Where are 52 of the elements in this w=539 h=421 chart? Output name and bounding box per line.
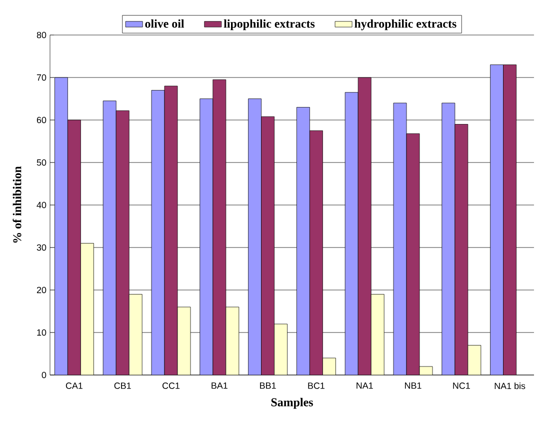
x-tick-label: NA1 <box>356 382 373 389</box>
bar <box>322 358 336 375</box>
bar <box>177 306 191 375</box>
x-tick-label: BA1 <box>212 382 228 389</box>
x-tick-label: CA1 <box>66 382 82 389</box>
bar <box>274 324 288 375</box>
bar <box>80 243 94 375</box>
bar <box>490 64 504 375</box>
bar <box>128 294 142 375</box>
bar <box>164 86 178 375</box>
y-tick-label: 60 <box>36 116 46 124</box>
bar <box>454 124 468 375</box>
y-tick-label: 50 <box>36 159 46 166</box>
bar <box>344 92 358 375</box>
y-tick-label: 30 <box>36 244 46 251</box>
bar <box>261 116 274 375</box>
bar <box>68 120 81 375</box>
y-tick-label: 40 <box>36 202 46 208</box>
y-tick-label: 20 <box>36 286 46 294</box>
y-axis-title: % of inhibition <box>12 166 22 243</box>
bar <box>358 77 372 375</box>
bar <box>226 306 240 375</box>
x-tick-label: BB1 <box>260 382 276 389</box>
y-tick-label: 0 <box>42 372 46 378</box>
bar <box>248 98 262 375</box>
bar <box>370 294 384 375</box>
x-tick-label: NC1 <box>453 382 470 389</box>
legend-label: olive oil <box>145 19 184 28</box>
bar <box>54 77 68 375</box>
bar <box>442 102 456 375</box>
bar <box>468 345 482 375</box>
bar <box>151 90 165 375</box>
bar <box>200 98 214 375</box>
bar <box>296 107 310 375</box>
bar <box>406 133 420 375</box>
y-tick-label: 70 <box>36 74 46 81</box>
bar <box>212 79 226 375</box>
bar <box>116 110 130 375</box>
x-axis-title: Samples <box>271 398 313 409</box>
legend-label: hydrophilic extracts <box>354 19 456 30</box>
x-tick-label: CB1 <box>114 382 131 389</box>
bar <box>310 130 323 375</box>
bar <box>503 64 516 375</box>
x-tick-label: NA1 bis <box>494 382 526 390</box>
y-tick-label: 10 <box>37 329 46 336</box>
legend-label: lipophilic extracts <box>224 19 315 30</box>
y-tick-label: 80 <box>36 32 46 38</box>
bar <box>102 100 116 375</box>
bar <box>393 102 407 375</box>
x-tick-label: BC1 <box>308 382 324 389</box>
x-tick-label: NB1 <box>405 382 422 389</box>
x-tick-label: CC1 <box>162 382 180 389</box>
